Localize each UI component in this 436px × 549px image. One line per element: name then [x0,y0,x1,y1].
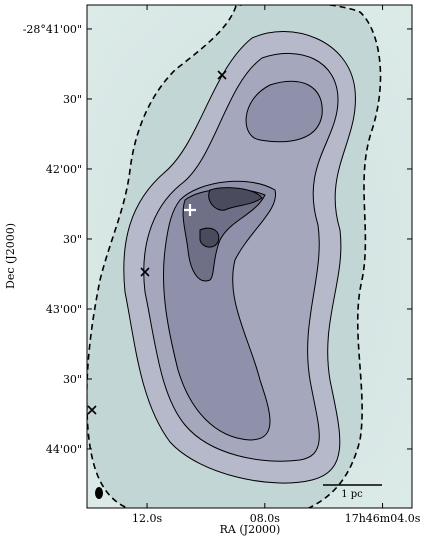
markers [87,70,227,415]
y-tick-label: 43'00" [46,303,82,316]
scale-bar-label: 1 pc [341,489,363,500]
cross-marker [140,267,150,277]
y-tick-label: 30" [63,373,82,386]
contour-level [199,187,263,248]
y-tick-label: 30" [63,93,82,106]
beam-ellipse [95,487,103,499]
y-tick-label: -28°41'00" [23,23,82,36]
plus-marker [184,204,196,216]
y-tick-label: 42'00" [46,163,82,176]
cross-marker [87,405,97,415]
cross-marker [217,70,227,80]
x-axis-label: RA (J2000) [220,523,281,536]
contours [87,5,382,508]
y-tick-label: 44'00" [46,443,82,456]
y-axis-label: Dec (J2000) [4,223,17,289]
x-tick-label: 08.0s [250,512,280,525]
contour-level [163,80,323,441]
y-tick-label: 30" [63,233,82,246]
x-tick-label: 12.0s [132,512,162,525]
x-tick-label: 17h46m04.0s [345,512,421,525]
plot-frame [86,4,413,509]
